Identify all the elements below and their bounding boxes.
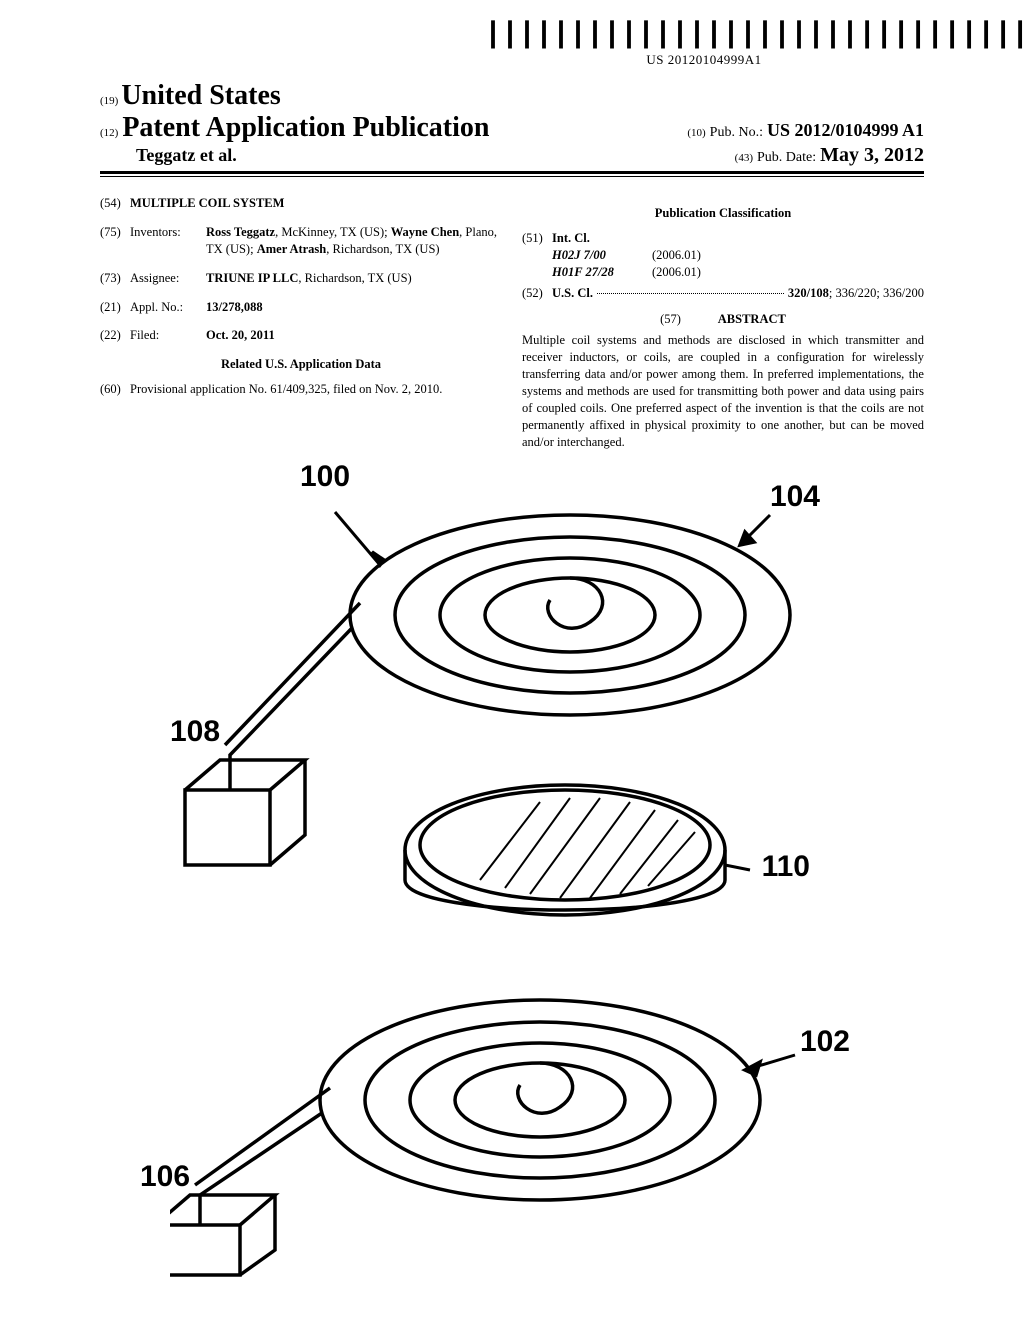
publication-line: (12) Patent Application Publication (10)… xyxy=(100,112,924,144)
ref-104: 104 xyxy=(770,480,820,514)
uscl-value: 320/108; 336/220; 336/200 xyxy=(788,285,924,302)
author-date-line: Teggatz et al. (43) Pub. Date: May 3, 20… xyxy=(100,144,924,167)
pub-date: May 3, 2012 xyxy=(820,144,924,166)
provisional-text: Provisional application No. 61/409,325, … xyxy=(130,381,502,398)
ref-106: 106 xyxy=(140,1160,190,1194)
ref-102: 102 xyxy=(800,1025,850,1059)
filed-row: (22) Filed: Oct. 20, 2011 xyxy=(100,327,502,344)
authors: Teggatz et al. xyxy=(136,145,237,166)
country-line: (19) United States xyxy=(100,80,924,112)
appl-number: 13/278,088 xyxy=(206,299,502,316)
barcode-graphic: ||||||||||||||||||||||||||||||||||||||||… xyxy=(484,20,924,50)
classification-heading: Publication Classification xyxy=(522,205,924,222)
uscl-row: (52) U.S. Cl. 320/108; 336/220; 336/200 xyxy=(522,285,924,302)
patent-figure: 100 104 108 110 102 106 xyxy=(170,450,850,1280)
inventors: Ross Teggatz, McKinney, TX (US); Wayne C… xyxy=(206,224,502,258)
leader-dots xyxy=(597,293,784,294)
pub-number: US 2012/0104999 A1 xyxy=(767,120,924,140)
invention-title: MULTIPLE COIL SYSTEM xyxy=(130,195,502,212)
ref-100: 100 xyxy=(300,460,350,494)
assignee: TRIUNE IP LLC, Richardson, TX (US) xyxy=(206,270,502,287)
left-column: (54) MULTIPLE COIL SYSTEM (75) Inventors… xyxy=(100,195,502,450)
filed-date: Oct. 20, 2011 xyxy=(206,327,502,344)
pub-type: Patent Application Publication xyxy=(122,112,489,143)
coil-diagram xyxy=(170,450,850,1280)
divider xyxy=(100,176,924,177)
related-heading: Related U.S. Application Data xyxy=(100,356,502,373)
provisional-row: (60) Provisional application No. 61/409,… xyxy=(100,381,502,398)
inventors-row: (75) Inventors: Ross Teggatz, McKinney, … xyxy=(100,224,502,258)
ref-108: 108 xyxy=(170,715,220,749)
barcode-id: US 20120104999A1 xyxy=(484,52,924,68)
intcl-row: (51) Int. Cl. H02J 7/00 (2006.01) H01F 2… xyxy=(522,230,924,281)
assignee-row: (73) Assignee: TRIUNE IP LLC, Richardson… xyxy=(100,270,502,287)
title-row: (54) MULTIPLE COIL SYSTEM xyxy=(100,195,502,212)
abstract-text: Multiple coil systems and methods are di… xyxy=(522,332,924,450)
appl-no-row: (21) Appl. No.: 13/278,088 xyxy=(100,299,502,316)
right-column: Publication Classification (51) Int. Cl.… xyxy=(522,195,924,450)
ref-110: 110 xyxy=(762,850,810,884)
abstract-row: (57) ABSTRACT xyxy=(522,311,924,328)
barcode-block: ||||||||||||||||||||||||||||||||||||||||… xyxy=(484,20,924,68)
divider xyxy=(100,171,924,174)
country: United States xyxy=(121,80,280,111)
bibliographic-columns: (54) MULTIPLE COIL SYSTEM (75) Inventors… xyxy=(100,195,924,450)
document-header: (19) United States (12) Patent Applicati… xyxy=(100,80,924,450)
